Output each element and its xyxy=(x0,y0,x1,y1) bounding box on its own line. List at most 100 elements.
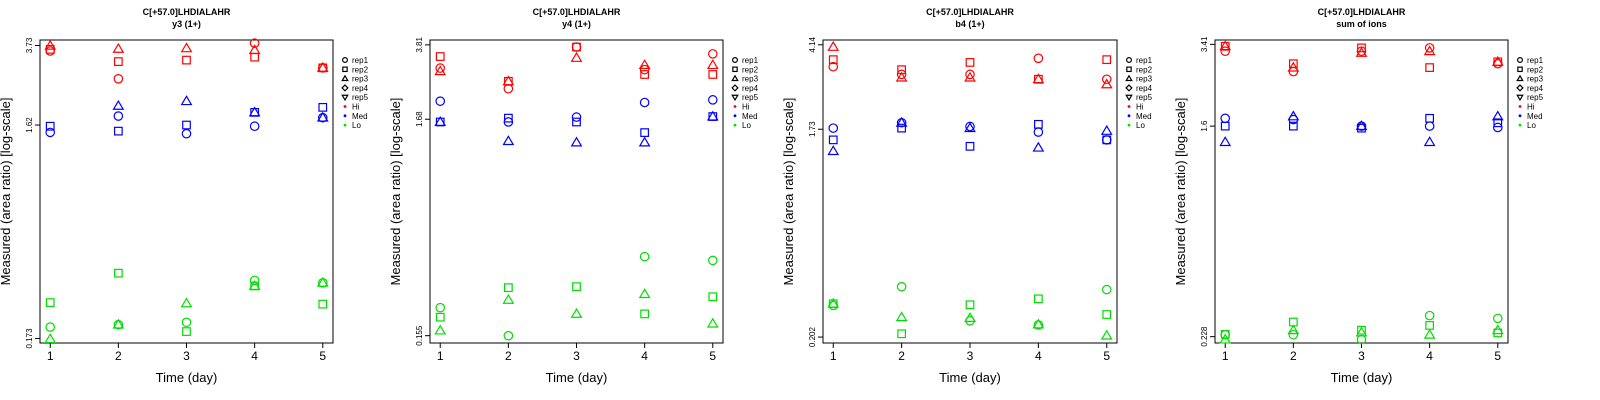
series-med xyxy=(434,95,719,147)
data-point xyxy=(572,282,581,292)
data-point xyxy=(44,39,57,50)
data-point xyxy=(895,311,908,322)
data-point xyxy=(1100,78,1113,89)
data-point xyxy=(1423,45,1436,56)
data-point xyxy=(828,300,839,311)
data-point xyxy=(113,74,124,84)
data-point xyxy=(708,292,718,302)
series-hi xyxy=(1219,40,1504,77)
chart-subtitle: y3 (1+) xyxy=(172,19,201,29)
data-point xyxy=(248,279,261,290)
data-point xyxy=(639,251,650,262)
legend-label: Med xyxy=(1527,112,1543,121)
data-point xyxy=(827,40,840,51)
x-tick-label: 4 xyxy=(641,349,648,363)
x-tick-label: 2 xyxy=(898,349,905,363)
data-point xyxy=(45,46,56,56)
x-tick-label: 3 xyxy=(967,349,974,363)
legend-marker xyxy=(1516,94,1524,102)
data-point xyxy=(435,96,446,106)
legend-marker xyxy=(1127,123,1131,127)
data-point xyxy=(707,49,718,59)
data-point xyxy=(318,102,328,112)
legend-label: rep5 xyxy=(1136,93,1153,102)
data-point xyxy=(828,55,838,65)
chart-title: C[+57.0]LHDIALAHR xyxy=(926,7,1014,17)
data-point xyxy=(249,275,260,286)
legend-marker xyxy=(1125,84,1133,92)
data-point xyxy=(1287,110,1300,121)
legend-marker xyxy=(1516,56,1523,63)
x-tick-label: 2 xyxy=(1290,349,1297,363)
data-point xyxy=(113,126,123,136)
data-point xyxy=(1219,40,1232,51)
legend-marker xyxy=(341,94,349,102)
data-point xyxy=(897,329,907,339)
data-point xyxy=(503,113,513,123)
data-point xyxy=(248,44,261,55)
data-point xyxy=(435,52,445,61)
legend-label: rep3 xyxy=(352,75,369,84)
legend-marker xyxy=(1517,66,1523,73)
legend-marker xyxy=(731,94,739,102)
legend-label: Med xyxy=(742,112,758,121)
x-tick-label: 1 xyxy=(437,349,444,363)
data-point xyxy=(897,123,907,133)
legend-marker xyxy=(1516,74,1524,82)
legend-label: rep3 xyxy=(1527,75,1544,84)
data-point xyxy=(965,58,975,67)
data-point xyxy=(1425,321,1435,330)
data-point xyxy=(1424,310,1435,321)
x-tick-label: 5 xyxy=(319,349,326,363)
data-point xyxy=(964,122,976,133)
data-point xyxy=(1032,318,1045,329)
data-point xyxy=(570,307,583,318)
data-point xyxy=(638,288,651,299)
data-point xyxy=(435,302,446,313)
y-tick-label: 3.81 xyxy=(415,37,424,53)
data-point xyxy=(706,317,719,328)
data-point xyxy=(1101,135,1112,145)
data-point xyxy=(502,135,515,146)
data-point xyxy=(1287,324,1300,335)
legend-marker xyxy=(733,105,737,108)
x-tick-label: 4 xyxy=(1035,349,1042,363)
data-point xyxy=(707,255,718,266)
data-point xyxy=(1220,113,1231,124)
data-point xyxy=(706,110,719,121)
legend-marker xyxy=(341,74,349,82)
legend-marker xyxy=(1125,74,1133,82)
series-med xyxy=(45,95,329,139)
legend-label: rep5 xyxy=(352,93,369,102)
x-tick-label: 1 xyxy=(1222,349,1229,363)
data-point xyxy=(316,276,329,287)
data-point xyxy=(113,57,123,66)
series-hi xyxy=(44,38,329,84)
chart-title: C[+57.0]LHDIALAHR xyxy=(143,7,231,17)
legend-label: rep4 xyxy=(1527,84,1544,93)
data-point xyxy=(1288,59,1298,69)
legend-marker xyxy=(732,66,738,73)
legend-label: rep4 xyxy=(742,84,759,93)
x-tick-label: 3 xyxy=(573,349,580,363)
data-point xyxy=(45,298,55,307)
data-point xyxy=(113,268,123,278)
legend-label: Med xyxy=(1136,112,1152,121)
data-point xyxy=(1033,119,1043,129)
data-point xyxy=(964,71,976,82)
legend-marker xyxy=(1516,84,1524,92)
data-point xyxy=(1102,55,1112,65)
data-point xyxy=(1101,284,1112,295)
data-point xyxy=(502,75,515,86)
data-point xyxy=(706,59,719,70)
data-point xyxy=(640,70,650,79)
data-point xyxy=(180,297,193,308)
legend-label: Hi xyxy=(352,103,360,112)
data-point xyxy=(1102,310,1112,319)
y-tick-label: 0.173 xyxy=(25,328,34,349)
data-point xyxy=(1033,127,1044,137)
x-tick-label: 4 xyxy=(1426,349,1433,363)
legend-label: Med xyxy=(352,112,368,121)
